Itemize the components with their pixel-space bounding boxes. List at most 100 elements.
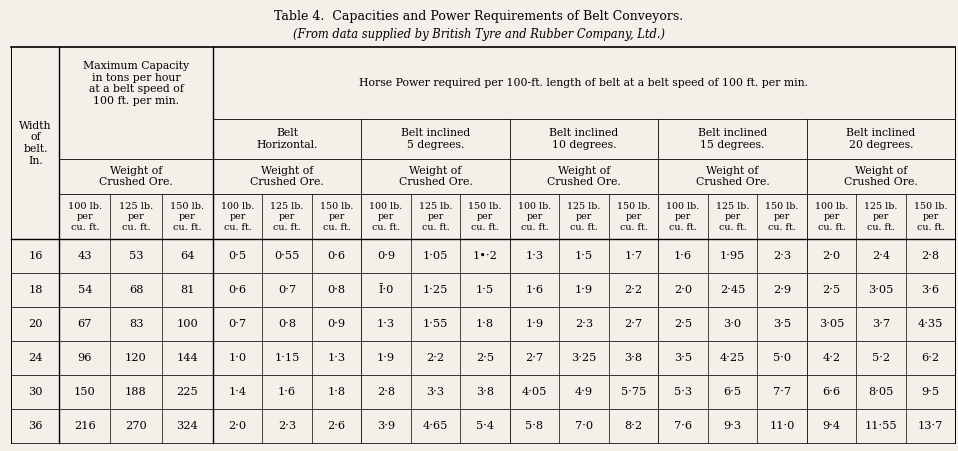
Text: 1·3: 1·3 (376, 319, 395, 329)
Text: 0·8: 0·8 (328, 285, 346, 295)
Text: 125 lb.
per
cu. ft.: 125 lb. per cu. ft. (119, 202, 153, 231)
Text: 2·3: 2·3 (773, 251, 791, 261)
Text: 2·9: 2·9 (773, 285, 791, 295)
Text: 16: 16 (28, 251, 43, 261)
Text: 1•·2: 1•·2 (472, 251, 497, 261)
Text: 2·3: 2·3 (575, 319, 593, 329)
Text: 1·55: 1·55 (422, 319, 448, 329)
Text: 1·05: 1·05 (422, 251, 448, 261)
Text: 100 lb.
per
cu. ft.: 100 lb. per cu. ft. (220, 202, 254, 231)
Text: 3·8: 3·8 (476, 387, 494, 397)
Text: 7·6: 7·6 (673, 421, 692, 431)
Text: 188: 188 (125, 387, 147, 397)
Text: 1·5: 1·5 (575, 251, 593, 261)
Text: 5·8: 5·8 (525, 421, 543, 431)
Text: Belt inclined
20 degrees.: Belt inclined 20 degrees. (846, 128, 916, 150)
Text: 1·4: 1·4 (228, 387, 246, 397)
Text: 8·2: 8·2 (625, 421, 643, 431)
Text: 0·7: 0·7 (228, 319, 246, 329)
Text: 2·6: 2·6 (328, 421, 346, 431)
Text: 0·7: 0·7 (278, 285, 296, 295)
Text: Horse Power required per 100‐ft. length of belt at a belt speed of 100 ft. per m: Horse Power required per 100‐ft. length … (359, 78, 809, 88)
Text: 30: 30 (28, 387, 43, 397)
Text: Belt inclined
15 degrees.: Belt inclined 15 degrees. (697, 128, 767, 150)
Text: Weight of
Crushed Ore.: Weight of Crushed Ore. (696, 166, 769, 187)
Text: 0·8: 0·8 (278, 319, 296, 329)
Text: 4·2: 4·2 (822, 353, 840, 363)
Text: 3·5: 3·5 (673, 353, 692, 363)
Text: 2·2: 2·2 (625, 285, 643, 295)
Text: Weight of
Crushed Ore.: Weight of Crushed Ore. (399, 166, 472, 187)
Text: 2·5: 2·5 (822, 285, 840, 295)
Text: 64: 64 (180, 251, 194, 261)
Text: Weight of
Crushed Ore.: Weight of Crushed Ore. (100, 166, 172, 187)
Text: 20: 20 (28, 319, 43, 329)
Text: 0·9: 0·9 (376, 251, 395, 261)
Text: 6·5: 6·5 (723, 387, 741, 397)
Text: 150 lb.
per
cu. ft.: 150 lb. per cu. ft. (765, 202, 799, 231)
Text: 1·3: 1·3 (525, 251, 543, 261)
Text: 1·8: 1·8 (476, 319, 494, 329)
Text: 36: 36 (28, 421, 43, 431)
Text: 1·0: 1·0 (228, 353, 246, 363)
Text: 0·6: 0·6 (328, 251, 346, 261)
Text: Width
of
belt.
In.: Width of belt. In. (19, 121, 52, 166)
Text: 2·4: 2·4 (872, 251, 890, 261)
Text: 3·8: 3·8 (625, 353, 643, 363)
Text: 125 lb.
per
cu. ft.: 125 lb. per cu. ft. (270, 202, 304, 231)
Text: 0·9: 0·9 (328, 319, 346, 329)
Text: 1·6: 1·6 (673, 251, 692, 261)
Text: 4·65: 4·65 (422, 421, 448, 431)
Text: 216: 216 (74, 421, 96, 431)
Text: 150: 150 (74, 387, 96, 397)
Text: 2·8: 2·8 (376, 387, 395, 397)
Text: 1·9: 1·9 (525, 319, 543, 329)
Text: 2·3: 2·3 (278, 421, 296, 431)
Text: 2·5: 2·5 (673, 319, 692, 329)
Text: 2·0: 2·0 (673, 285, 692, 295)
Text: 6·2: 6·2 (922, 353, 940, 363)
Text: 120: 120 (125, 353, 147, 363)
Text: 270: 270 (125, 421, 147, 431)
Text: 150 lb.
per
cu. ft.: 150 lb. per cu. ft. (914, 202, 947, 231)
Text: 2·0: 2·0 (228, 421, 246, 431)
Text: 125 lb.
per
cu. ft.: 125 lb. per cu. ft. (567, 202, 601, 231)
Text: 2·7: 2·7 (525, 353, 543, 363)
Text: 100 lb.
per
cu. ft.: 100 lb. per cu. ft. (814, 202, 848, 231)
Text: Belt
Horizontal.: Belt Horizontal. (256, 128, 318, 150)
Text: Belt inclined
10 degrees.: Belt inclined 10 degrees. (549, 128, 619, 150)
Text: 24: 24 (28, 353, 43, 363)
Text: 5·2: 5·2 (872, 353, 890, 363)
Text: 5·0: 5·0 (773, 353, 791, 363)
Text: 0·6: 0·6 (228, 285, 246, 295)
Text: 7·0: 7·0 (575, 421, 593, 431)
Text: Belt inclined
5 degrees.: Belt inclined 5 degrees. (400, 128, 470, 150)
Text: 3·05: 3·05 (819, 319, 844, 329)
Text: 1·9: 1·9 (376, 353, 395, 363)
Text: 67: 67 (78, 319, 92, 329)
Text: Weight of
Crushed Ore.: Weight of Crushed Ore. (844, 166, 918, 187)
Text: 0·55: 0·55 (274, 251, 300, 261)
Text: 1·6: 1·6 (278, 387, 296, 397)
Text: 7·7: 7·7 (773, 387, 791, 397)
Text: 13·7: 13·7 (918, 421, 943, 431)
Text: 3·3: 3·3 (426, 387, 445, 397)
Text: 11·55: 11·55 (864, 421, 898, 431)
Text: 53: 53 (128, 251, 144, 261)
Text: 1·3: 1·3 (328, 353, 346, 363)
Text: 1·9: 1·9 (575, 285, 593, 295)
Text: 2·2: 2·2 (426, 353, 445, 363)
Text: 2·45: 2·45 (719, 285, 745, 295)
Text: 324: 324 (176, 421, 198, 431)
Text: 3·6: 3·6 (922, 285, 940, 295)
Text: 54: 54 (78, 285, 92, 295)
Text: 150 lb.
per
cu. ft.: 150 lb. per cu. ft. (320, 202, 354, 231)
Text: Weight of
Crushed Ore.: Weight of Crushed Ore. (250, 166, 324, 187)
Text: 2·7: 2·7 (625, 319, 643, 329)
Text: 81: 81 (180, 285, 194, 295)
Text: 9·3: 9·3 (723, 421, 741, 431)
Text: Maximum Capacity
in tons per hour
at a belt speed of
100 ft. per min.: Maximum Capacity in tons per hour at a b… (83, 61, 189, 106)
Text: Table 4.  Capacities and Power Requirements of Belt Conveyors.: Table 4. Capacities and Power Requiremen… (274, 10, 684, 23)
Text: 4·9: 4·9 (575, 387, 593, 397)
Text: 11·0: 11·0 (769, 421, 794, 431)
